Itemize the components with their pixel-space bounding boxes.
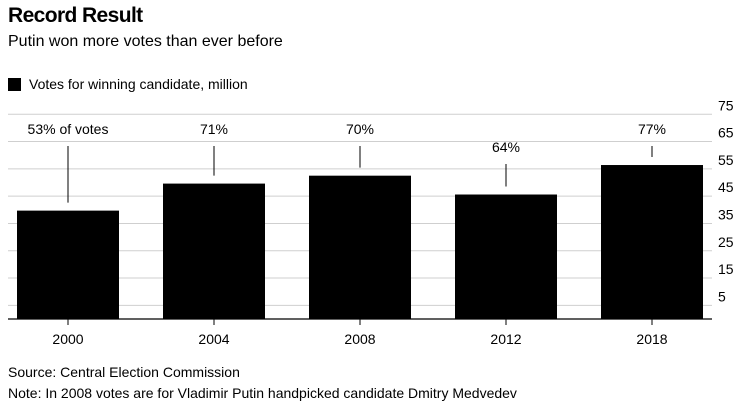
legend-swatch	[8, 77, 21, 91]
source-note: Source: Central Election Commission	[8, 364, 240, 380]
x-tick-label: 2012	[490, 331, 521, 347]
y-tick-label: 35	[718, 206, 734, 222]
y-tick-label: 15	[718, 261, 734, 277]
bar	[17, 210, 119, 319]
y-tick-label: 55	[718, 152, 734, 168]
bar	[163, 183, 265, 319]
footnote: Note: In 2008 votes are for Vladimir Put…	[8, 385, 517, 401]
chart-subtitle: Putin won more votes than ever before	[8, 33, 283, 50]
bar-annotation: 77%	[638, 121, 666, 137]
bar-annotation: 64%	[492, 139, 520, 155]
x-tick-label: 2008	[344, 331, 375, 347]
bar-annotation: 71%	[200, 121, 228, 137]
bar	[309, 175, 411, 319]
y-tick-label: 25	[718, 234, 734, 250]
bar-annotation: 70%	[346, 121, 374, 137]
bar	[455, 194, 557, 319]
x-tick-label: 2004	[198, 331, 229, 347]
y-tick-label: 65	[718, 125, 734, 141]
y-tick-label: 5	[718, 288, 726, 304]
legend: Votes for winning candidate, million	[8, 76, 248, 92]
y-tick-label: 75	[718, 97, 734, 113]
x-tick-label: 2000	[52, 331, 83, 347]
chart-title: Record Result	[8, 4, 143, 27]
legend-label: Votes for winning candidate, million	[29, 76, 248, 92]
x-tick-label: 2018	[636, 331, 667, 347]
bar	[601, 165, 703, 319]
bar-annotation: 53% of votes	[28, 121, 109, 137]
y-tick-label: 45	[718, 179, 734, 195]
